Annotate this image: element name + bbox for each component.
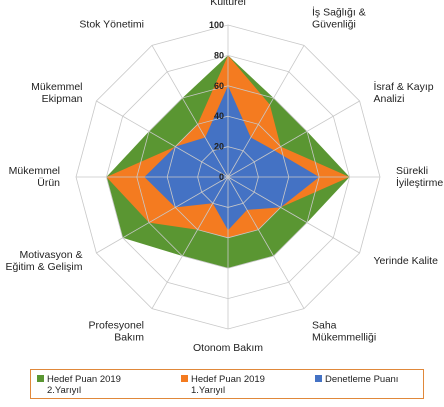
category-label: Motivasyon & Eğitim & Gelişim	[5, 249, 82, 273]
category-label-line: Güvenliği	[312, 19, 356, 31]
category-label-line: Sürekli	[396, 165, 428, 177]
tick-label: 20	[214, 142, 224, 152]
category-label: Yerinde Kalite	[374, 255, 439, 267]
tick-label: 80	[214, 50, 224, 60]
category-label-line: Profesyonel	[89, 320, 144, 332]
legend-item-hedef-1: Hedef Puan 2019 1.Yarıyıl	[181, 374, 265, 396]
category-label: Kültürel	[210, 0, 246, 8]
category-label-line: İyileştirme	[396, 176, 443, 189]
grid-spoke	[96, 176, 229, 254]
category-label-line: Stok Yönetimi	[79, 19, 144, 31]
category-label: Sürekli İyileştirme	[396, 165, 443, 189]
legend-label-line-1: Hedef Puan 2019	[191, 374, 265, 385]
grid-spoke	[151, 176, 229, 309]
legend-swatch	[181, 375, 188, 382]
category-labels: Kültürel İş Sağlığı & Güvenliği İsraf & Kay…	[5, 0, 443, 354]
category-label: Mükemmel Ekipman	[31, 81, 82, 105]
category-label-line: Motivasyon &	[19, 249, 82, 261]
category-label: Otonom Bakım	[193, 342, 263, 354]
legend-swatch	[315, 375, 322, 382]
category-label-line: Eğitim & Gelişim	[5, 261, 82, 273]
legend-label-line-2: 2.Yarıyıl	[47, 385, 82, 396]
category-label: Mükemmel Ürün	[9, 165, 60, 189]
category-label-line: Saha	[312, 320, 337, 332]
grid-spoke	[151, 45, 229, 178]
category-label: İsraf & Kayıp Analizi	[374, 80, 434, 105]
tick-label: 60	[214, 81, 224, 91]
category-label-line: Analizi	[374, 93, 405, 105]
category-label: Profesyonel Bakım	[89, 320, 145, 344]
radial-tick-labels: 0 20 40 60 80 100	[209, 20, 224, 182]
legend: Hedef Puan 2019 2.Yarıyıl Hedef Puan 201…	[30, 369, 424, 399]
category-label-line: İş Sağlığı &	[312, 6, 366, 19]
category-label-line: Yerinde Kalite	[374, 255, 439, 267]
category-label-line: Mükemmel	[31, 81, 82, 93]
category-label-line: Bakım	[114, 332, 144, 344]
tick-label: 100	[209, 20, 224, 30]
category-label-line: Otonom Bakım	[193, 342, 263, 354]
legend-item-denetleme: Denetleme Puanı	[315, 374, 398, 385]
tick-label: 40	[214, 111, 224, 121]
legend-label-line-1: Hedef Puan 2019	[47, 374, 121, 385]
legend-label-line-1: Denetleme Puanı	[325, 374, 399, 385]
grid-spoke	[227, 100, 360, 178]
category-label-line: Mükemmel	[9, 165, 60, 177]
legend-item-hedef-2: Hedef Puan 2019 2.Yarıyıl	[37, 374, 121, 396]
radar-grid	[75, 24, 381, 330]
grid-spoke	[227, 176, 305, 309]
grid-spoke	[227, 176, 360, 254]
category-label: Saha Mükemmelliği	[312, 320, 376, 344]
tick-label: 0	[219, 172, 224, 182]
category-label-line: Ekipman	[42, 93, 83, 105]
category-label-line: Mükemmelliği	[312, 332, 376, 344]
category-label: İş Sağlığı & Güvenliği	[312, 6, 366, 31]
category-label-line: İsraf & Kayıp	[374, 80, 434, 93]
grid-spoke	[227, 45, 305, 178]
legend-swatch	[37, 375, 44, 382]
category-label: Stok Yönetimi	[79, 19, 144, 31]
grid-spoke	[96, 100, 229, 178]
category-label-line: Ürün	[37, 177, 60, 189]
radar-chart: 0 20 40 60 80 100 Kültürel İş Sağlığı & Güvenli…	[5, 0, 443, 354]
category-label-line: Kültürel	[210, 0, 246, 8]
series-area-2	[144, 85, 320, 231]
legend-label-line-2: 1.Yarıyıl	[191, 385, 226, 396]
